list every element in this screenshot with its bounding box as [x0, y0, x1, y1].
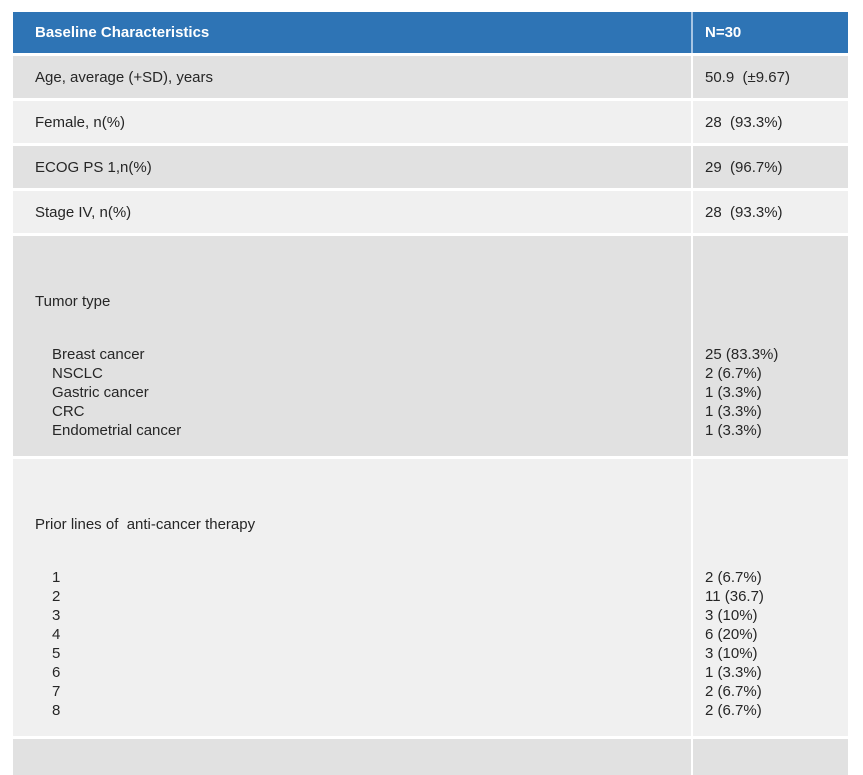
group-item-label: 4 — [52, 626, 61, 643]
group-value-cell: 14 (46.7%)13 (43.3%)10 (33.3%)5 (16.7%)4… — [693, 739, 848, 775]
group-item-value: 11 (36.7) — [705, 588, 764, 605]
table-row: Age, average (+SD), years 50.9 (±9.67) — [13, 56, 848, 98]
table-row: Stage IV, n(%) 28 (93.3%) — [13, 191, 848, 233]
group-item-label: CRC — [52, 403, 85, 420]
group-item-label: 6 — [52, 664, 61, 681]
group-item-label: 5 — [52, 645, 61, 662]
group-item-value: 3 (10%) — [705, 607, 758, 624]
group-item-value: 2 (6.7%) — [705, 365, 762, 382]
row-label: ECOG PS 1,n(%) — [13, 146, 693, 188]
row-label: Stage IV, n(%) — [13, 191, 693, 233]
group-value-spacer — [705, 292, 848, 311]
group-value-cell: 25 (83.3%) 2 (6.7%) 1 (3.3%) 1 (3.3%) 1 (3.3… — [693, 236, 848, 456]
row-label: Female, n(%) — [13, 101, 693, 143]
row-value: 28 (93.3%) — [705, 113, 783, 131]
group-item-value: 1 (3.3%) — [705, 664, 762, 681]
group-item-value: 6 (20%) — [705, 626, 758, 643]
group-item-label: 7 — [52, 683, 61, 700]
group-item-value: 25 (83.3%) — [705, 346, 779, 363]
table-group-row: Tumor type Breast cancer NSCLC Gastric can… — [13, 236, 848, 456]
group-item-value: 1 (3.3%) — [705, 403, 762, 420]
table-header-row: Baseline Characteristics N=30 — [13, 12, 848, 53]
row-label: Age, average (+SD), years — [13, 56, 693, 98]
group-label-cell: Prior lines of anti-cancer therapy 1 2 3 4 5… — [13, 459, 693, 736]
group-item-label: Breast cancer — [52, 346, 145, 363]
table-group-row: Distant metastatic sites BoneLungLiverBr… — [13, 739, 848, 775]
group-item-value: 1 (3.3%) — [705, 384, 762, 401]
group-label-cell: Distant metastatic sites BoneLungLiverBr… — [13, 739, 693, 775]
group-label-cell: Tumor type Breast cancer NSCLC Gastric can… — [13, 236, 693, 456]
group-item-label: NSCLC — [52, 365, 103, 382]
header-cell-n-total: N=30 — [705, 24, 742, 41]
group-item-value: 2 (6.7%) — [705, 683, 762, 700]
row-value: 29 (96.7%) — [705, 158, 783, 176]
row-value: 50.9 (±9.67) — [705, 68, 790, 86]
table-body: Age, average (+SD), years 50.9 (±9.67) F… — [13, 56, 848, 775]
group-item-value: 3 (10%) — [705, 645, 758, 662]
group-item-label: 1 — [52, 569, 61, 586]
table-row: ECOG PS 1,n(%) 29 (96.7%) — [13, 146, 848, 188]
group-item-label: Endometrial cancer — [52, 422, 182, 439]
table-group-row: Prior lines of anti-cancer therapy 1 2 3 4 5… — [13, 459, 848, 736]
group-item-label: Gastric cancer — [52, 384, 149, 401]
baseline-characteristics-table: Baseline Characteristics N=30 Age, avera… — [13, 12, 848, 775]
table-row: Female, n(%) 28 (93.3%) — [13, 101, 848, 143]
group-value-spacer — [705, 515, 848, 534]
group-item-label: 3 — [52, 607, 61, 624]
header-cell-baseline-characteristics: Baseline Characteristics — [13, 12, 693, 53]
group-item-label: 2 — [52, 588, 61, 605]
group-item-value: 2 (6.7%) — [705, 702, 762, 719]
group-item-label: 8 — [52, 702, 61, 719]
group-title: Prior lines of anti-cancer therapy — [35, 516, 256, 533]
row-value: 28 (93.3%) — [705, 203, 783, 221]
group-title: Tumor type — [35, 293, 111, 310]
group-item-value: 1 (3.3%) — [705, 422, 762, 439]
group-value-cell: 2 (6.7%) 11 (36.7) 3 (10%) 6 (20%) 3 (10%) 1 … — [693, 459, 848, 736]
group-item-value: 2 (6.7%) — [705, 569, 762, 586]
